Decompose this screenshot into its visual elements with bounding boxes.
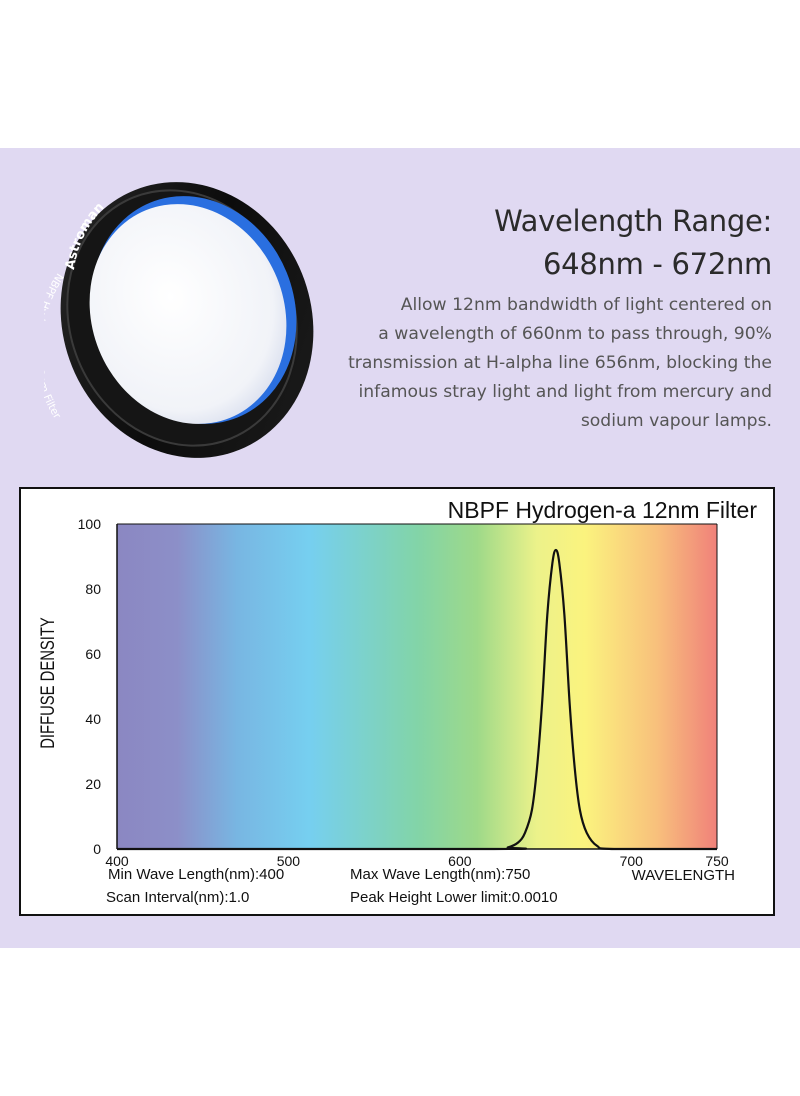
description-line: infamous stray light and light from merc…: [358, 382, 772, 402]
y-tick-label: 40: [85, 711, 101, 727]
scan-interval-text: Scan Interval(nm):1.0: [106, 889, 249, 906]
transmission-chart: NBPF Hydrogen-a 12nm Filter DIFFUSE DENS…: [37, 497, 758, 906]
x-tick-label: 500: [277, 853, 301, 869]
min-wave-text: Min Wave Length(nm):400: [108, 866, 284, 883]
y-tick-label: 0: [93, 841, 101, 857]
chart-title: NBPF Hydrogen-a 12nm Filter: [448, 497, 758, 523]
description-line: transmission at H-alpha line 656nm, bloc…: [348, 353, 772, 373]
description-line: a wavelength of 660nm to pass through, 9…: [378, 324, 772, 344]
headline-line-1: Wavelength Range:: [494, 204, 772, 238]
headline-line-2: 648nm - 672nm: [543, 247, 772, 281]
description-line: sodium vapour lamps.: [580, 411, 772, 431]
y-tick-label: 80: [85, 581, 101, 597]
y-axis-label: DIFFUSE DENSITY: [37, 617, 58, 749]
x-tick-label: 750: [705, 853, 729, 869]
max-wave-text: Max Wave Length(nm):750: [350, 866, 530, 883]
series-line: [117, 548, 717, 851]
chart-panel: NBPF Hydrogen-a 12nm Filter DIFFUSE DENS…: [19, 487, 775, 916]
product-description: Allow 12nm bandwidth of light centered o…: [332, 291, 772, 436]
y-tick-label: 20: [85, 776, 101, 792]
y-tick-label: 100: [78, 516, 102, 532]
description-line: Allow 12nm bandwidth of light centered o…: [400, 295, 772, 315]
x-tick-label: 700: [620, 853, 644, 869]
x-tick-label: 400: [105, 853, 129, 869]
headline: Wavelength Range: 648nm - 672nm: [494, 200, 772, 286]
filter-glass: [89, 204, 287, 424]
spectrum-background: [117, 524, 717, 849]
x-tick-label: 600: [448, 853, 472, 869]
filter-lens-image: Astromania NBPF Hydrogen-a 12nm Filter: [44, 178, 314, 458]
x-axis-label: WAVELENGTH: [632, 867, 735, 884]
y-tick-label: 60: [85, 646, 101, 662]
peak-height-text: Peak Height Lower limit:0.0010: [350, 889, 558, 906]
